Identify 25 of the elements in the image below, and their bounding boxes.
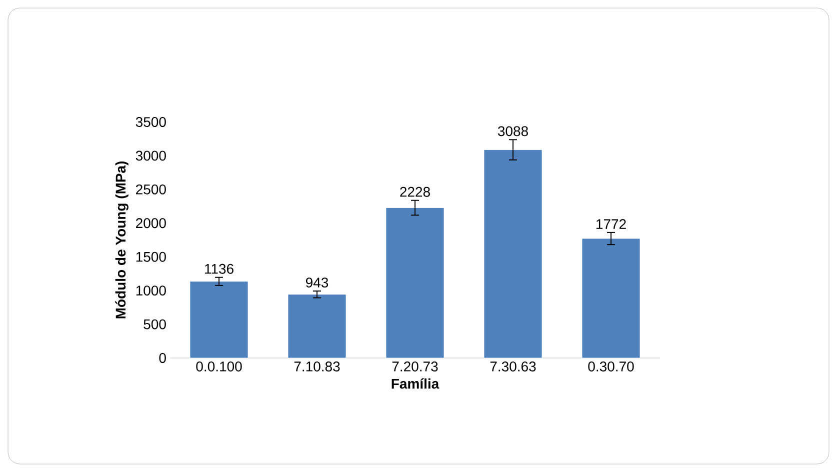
x-axis-title: Família bbox=[392, 378, 440, 389]
bar bbox=[582, 238, 640, 358]
y-tick-label: 2500 bbox=[136, 184, 166, 194]
x-tick-label: 7.20.73 bbox=[392, 362, 438, 372]
y-tick-label: 0 bbox=[159, 353, 166, 363]
x-tick-label: 7.10.83 bbox=[294, 362, 340, 372]
x-tick-label: 0.30.70 bbox=[588, 362, 634, 372]
data-label: 943 bbox=[306, 278, 328, 288]
bar bbox=[386, 208, 444, 358]
y-tick-label: 1500 bbox=[136, 252, 166, 262]
data-label: 2228 bbox=[400, 186, 430, 197]
data-label: 1136 bbox=[205, 264, 234, 274]
y-tick-label: 3500 bbox=[136, 117, 166, 127]
data-label: 3088 bbox=[498, 126, 528, 136]
bar bbox=[484, 150, 542, 358]
x-tick-label: 7.30.63 bbox=[490, 362, 536, 372]
y-tick-label: 3000 bbox=[136, 150, 166, 161]
y-tick-label: 2000 bbox=[136, 218, 166, 228]
y-tick-label: 500 bbox=[144, 319, 166, 330]
bar bbox=[288, 294, 346, 358]
data-label: 1772 bbox=[596, 219, 626, 229]
y-tick-label: 1000 bbox=[136, 286, 166, 296]
x-tick-label: 0.0.100 bbox=[196, 362, 242, 372]
y-axis-title: Módulo de Young (MPa) bbox=[115, 161, 128, 318]
bar bbox=[190, 281, 248, 358]
